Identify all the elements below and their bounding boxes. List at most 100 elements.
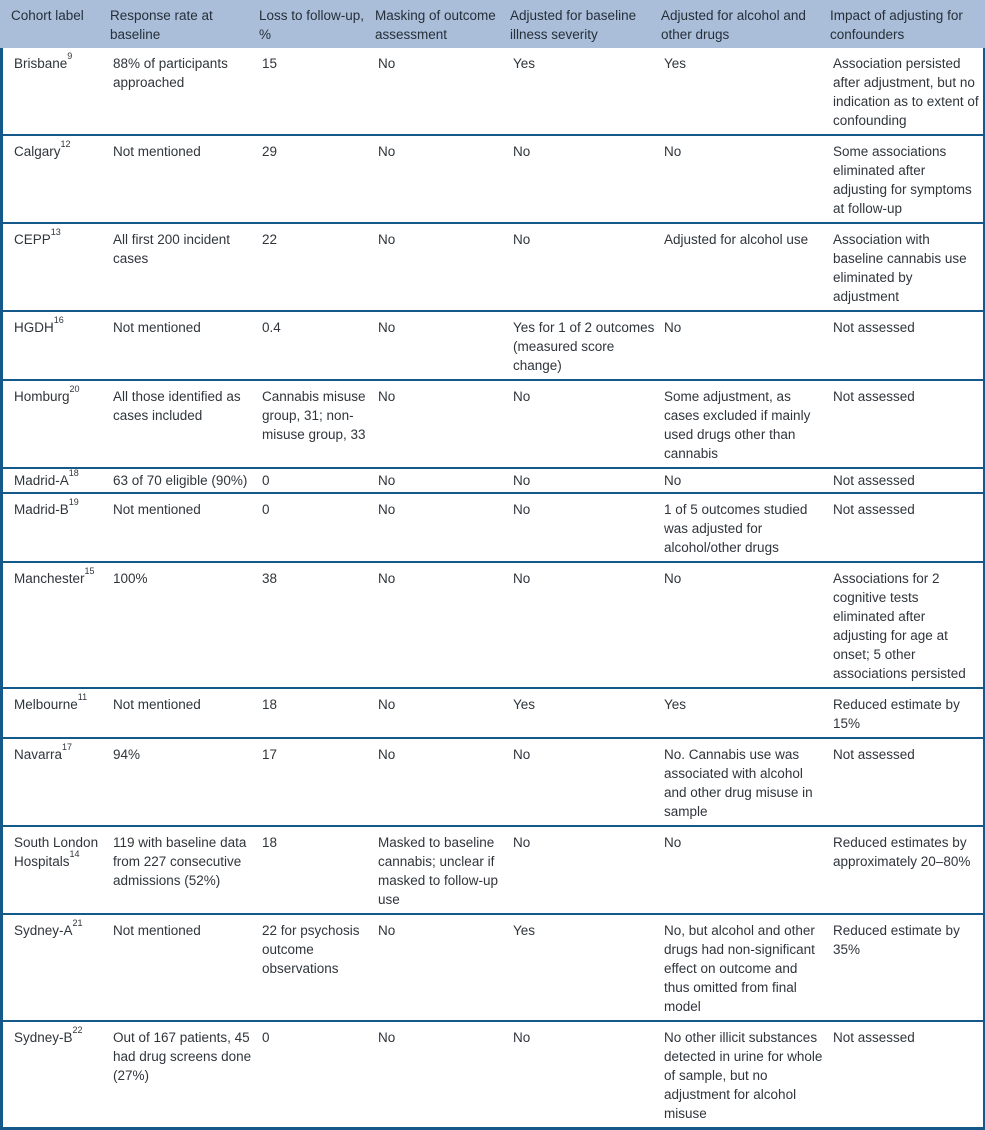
cell-impact: Not assessed: [833, 473, 915, 488]
cell-alcohol-drugs: Yes: [664, 697, 687, 712]
cell-loss-to-follow-up: 15: [262, 56, 278, 71]
cell-illness-severity: No: [513, 389, 531, 404]
cell-loss-to-follow-up: 29: [262, 144, 278, 159]
cell-impact: Not assessed: [833, 1030, 915, 1045]
cell-response-rate: 63 of 70 eligible (90%): [113, 473, 248, 488]
cohort-reference-number: 16: [53, 314, 64, 325]
cohort-name: Melbourne: [14, 697, 78, 712]
cell-alcohol-drugs: Adjusted for alcohol use: [664, 232, 809, 247]
cell-alcohol-drugs: 1 of 5 outcomes studied was adjusted for…: [664, 502, 808, 555]
col-header-masking: Masking of outcome assessment: [375, 8, 496, 42]
cell-impact: Not assessed: [833, 320, 915, 335]
cell-response-rate: All those identified as cases included: [113, 389, 241, 423]
table-row: HGDH16 Not mentioned 0.4 No Yes for 1 of…: [3, 310, 983, 379]
cell-masking: No: [378, 320, 396, 335]
cell-response-rate: All first 200 incident cases: [113, 232, 231, 266]
cohort-name: Madrid-B: [14, 502, 69, 517]
cohort-reference-number: 17: [62, 741, 73, 752]
cell-masking: No: [378, 923, 396, 938]
col-header-cohort-label: Cohort label: [11, 8, 84, 23]
cell-loss-to-follow-up: 22: [262, 232, 278, 247]
cohort-reference-number: 13: [50, 226, 61, 237]
table-row: South London Hospitals14 119 with baseli…: [3, 825, 983, 913]
cohort-name: HGDH: [14, 320, 54, 335]
cell-illness-severity: Yes for 1 of 2 outcomes (measured score …: [513, 320, 655, 373]
col-header-alcohol-drugs: Adjusted for alcohol and other drugs: [661, 8, 806, 42]
cell-loss-to-follow-up: 22 for psychosis outcome observations: [262, 923, 360, 976]
table-row: Navarra17 94% 17 No No No. Cannabis use …: [3, 737, 983, 825]
cell-loss-to-follow-up: 18: [262, 835, 278, 850]
cell-impact: Association with baseline cannabis use e…: [833, 232, 967, 304]
cell-loss-to-follow-up: 0: [262, 473, 270, 488]
table-row: Brisbane9 88% of participants approached…: [3, 48, 983, 134]
table-row: Melbourne11 Not mentioned 18 No Yes Yes …: [3, 687, 983, 737]
cell-loss-to-follow-up: 0: [262, 502, 270, 517]
cohort-reference-number: 11: [77, 691, 88, 702]
cell-impact: Not assessed: [833, 502, 915, 517]
cell-response-rate: 119 with baseline data from 227 consecut…: [113, 835, 247, 888]
cell-masking: No: [378, 232, 396, 247]
cell-loss-to-follow-up: 17: [262, 747, 278, 762]
cell-impact: Some associations eliminated after adjus…: [833, 144, 972, 216]
cohort-name: Homburg: [14, 389, 70, 404]
cohort-name: Calgary: [14, 144, 61, 159]
cohort-reference-number: 9: [67, 50, 73, 61]
cell-response-rate: Not mentioned: [113, 144, 201, 159]
cohort-reference-number: 14: [69, 848, 80, 859]
cohort-name: Madrid-A: [14, 473, 69, 488]
cell-illness-severity: No: [513, 502, 531, 517]
cell-impact: Reduced estimate by 15%: [833, 697, 960, 731]
cell-response-rate: Out of 167 patients, 45 had drug screens…: [113, 1030, 252, 1083]
cell-alcohol-drugs: Some adjustment, as cases excluded if ma…: [664, 389, 811, 461]
cell-response-rate: Not mentioned: [113, 502, 201, 517]
table-row: Manchester15 100% 38 No No No Associatio…: [3, 561, 983, 687]
cell-cohort-label: Brisbane9: [3, 48, 106, 77]
cell-alcohol-drugs: No: [664, 571, 682, 586]
cell-response-rate: Not mentioned: [113, 697, 201, 712]
cell-cohort-label: Melbourne11: [3, 689, 106, 718]
cell-illness-severity: Yes: [513, 923, 536, 938]
cell-response-rate: Not mentioned: [113, 923, 201, 938]
cell-illness-severity: No: [513, 144, 531, 159]
cell-cohort-label: Sydney-B22: [3, 1022, 106, 1051]
cell-masking: No: [378, 144, 396, 159]
table-row: Homburg20 All those identified as cases …: [3, 379, 983, 467]
cell-cohort-label: Manchester15: [3, 563, 106, 592]
cell-illness-severity: No: [513, 571, 531, 586]
cell-masking: No: [378, 747, 396, 762]
cell-masking: No: [378, 473, 396, 488]
cell-masking: No: [378, 389, 396, 404]
cell-alcohol-drugs: No. Cannabis use was associated with alc…: [664, 747, 813, 819]
cell-alcohol-drugs: No, but alcohol and other drugs had non-…: [664, 923, 815, 1014]
cohort-reference-number: 19: [68, 496, 79, 507]
cell-cohort-label: Madrid-B19: [3, 494, 106, 523]
cell-cohort-label: Calgary12: [3, 136, 106, 165]
cell-cohort-label: Sydney-A21: [3, 915, 106, 944]
cohort-name: Manchester: [14, 571, 85, 586]
cell-impact: Associations for 2 cognitive tests elimi…: [833, 571, 966, 681]
col-header-response-rate: Response rate at baseline: [110, 8, 213, 42]
cohort-name: Sydney-B: [14, 1030, 73, 1045]
cell-illness-severity: Yes: [513, 56, 536, 71]
cohort-reference-number: 22: [72, 1024, 83, 1035]
cell-impact: Not assessed: [833, 389, 915, 404]
cell-response-rate: 88% of participants approached: [113, 56, 228, 90]
table-row: Madrid-A18 63 of 70 eligible (90%) 0 No …: [3, 467, 983, 492]
table-row: Sydney-B22 Out of 167 patients, 45 had d…: [3, 1020, 983, 1127]
cell-cohort-label: CEPP13: [3, 224, 106, 253]
cell-impact: Reduced estimate by 35%: [833, 923, 960, 957]
cell-illness-severity: No: [513, 835, 531, 850]
col-header-illness-severity: Adjusted for baseline illness severity: [510, 8, 637, 42]
cell-alcohol-drugs: No other illicit substances detected in …: [664, 1030, 823, 1121]
cell-masking: Masked to baseline cannabis; unclear if …: [378, 835, 499, 907]
cell-illness-severity: Yes: [513, 697, 536, 712]
cell-loss-to-follow-up: 0: [262, 1030, 270, 1045]
cell-cohort-label: South London Hospitals14: [3, 827, 106, 875]
cohort-name: Brisbane: [14, 56, 68, 71]
cell-loss-to-follow-up: 18: [262, 697, 278, 712]
cell-alcohol-drugs: No: [664, 144, 682, 159]
cell-illness-severity: No: [513, 232, 531, 247]
cell-masking: No: [378, 56, 396, 71]
table-header-row: Cohort label Response rate at baseline L…: [0, 0, 985, 48]
